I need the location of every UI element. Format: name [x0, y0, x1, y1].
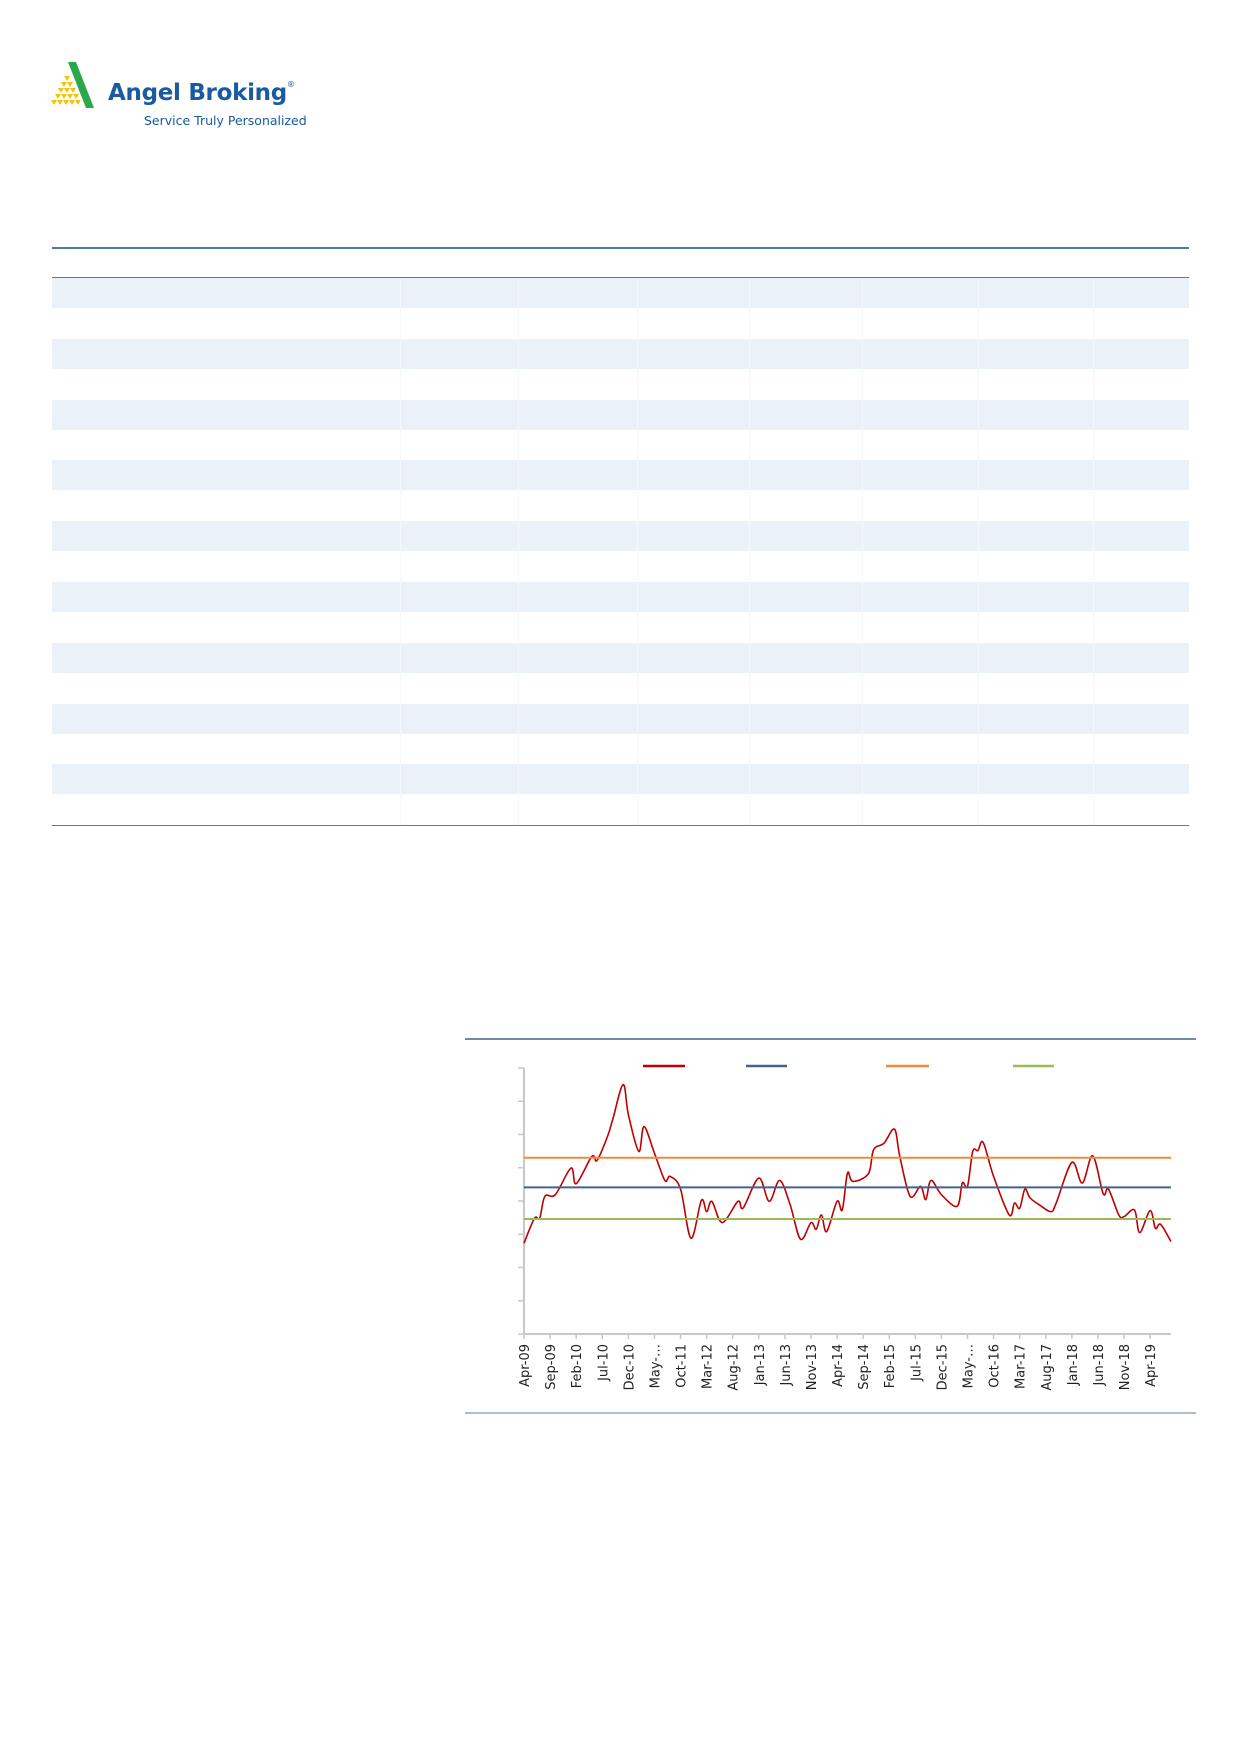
x-tick-label: Jul-15	[909, 1344, 924, 1382]
x-tick-label: Sep-09	[544, 1344, 559, 1390]
table-row	[52, 338, 1189, 369]
x-tick-label: Mar-17	[1014, 1344, 1029, 1389]
x-tick-label: May-…	[962, 1344, 977, 1388]
x-tick-label: Nov-13	[805, 1344, 820, 1390]
table-bottom-rule	[52, 825, 1189, 826]
x-tick-label: Nov-18	[1118, 1344, 1133, 1390]
x-tick-label: Sep-14	[857, 1344, 872, 1390]
table-row	[52, 642, 1189, 673]
x-tick-label: Jul-10	[596, 1344, 611, 1382]
logo-tagline: Service Truly Personalized	[144, 113, 307, 128]
table-row	[52, 764, 1189, 795]
column-separator	[862, 278, 863, 826]
column-separator	[400, 278, 401, 826]
x-tick-label: Apr-14	[831, 1344, 846, 1387]
x-tick-label: Oct-11	[675, 1344, 690, 1388]
x-tick-label: Apr-19	[1144, 1344, 1159, 1387]
x-tick-label: Mar-12	[701, 1344, 716, 1389]
table-row	[52, 399, 1189, 430]
table-top-rule	[52, 247, 1189, 249]
x-tick-label: Oct-16	[988, 1344, 1003, 1388]
column-separator	[1093, 278, 1094, 826]
x-tick-label: Jan-13	[753, 1344, 768, 1386]
x-tick-label: Feb-10	[570, 1344, 585, 1388]
x-tick-label: Apr-09	[518, 1344, 533, 1387]
x-tick-label: May-…	[648, 1344, 663, 1388]
registered-mark: ®	[286, 80, 295, 89]
x-tick-label: Jun-18	[1092, 1344, 1107, 1387]
logo-name: Angel Broking®	[108, 80, 295, 106]
x-tick-label: Dec-10	[622, 1344, 637, 1390]
column-separator	[978, 278, 979, 826]
column-separator	[518, 278, 519, 826]
logo-name-text: Angel Broking	[108, 80, 287, 106]
x-tick-label: Feb-15	[883, 1344, 898, 1388]
x-tick-label: Aug-17	[1040, 1344, 1055, 1391]
table-row	[52, 460, 1189, 491]
x-tick-label: Aug-12	[727, 1344, 742, 1391]
x-tick-label: Dec-15	[935, 1344, 950, 1390]
column-separator	[637, 278, 638, 826]
column-separator	[749, 278, 750, 826]
table-row	[52, 278, 1189, 308]
table-row	[52, 703, 1189, 734]
table-row	[52, 521, 1189, 552]
x-tick-label: Jan-18	[1066, 1344, 1081, 1386]
x-tick-label: Jun-13	[779, 1344, 794, 1387]
logo-icon	[51, 62, 94, 108]
table-row	[52, 582, 1189, 612]
